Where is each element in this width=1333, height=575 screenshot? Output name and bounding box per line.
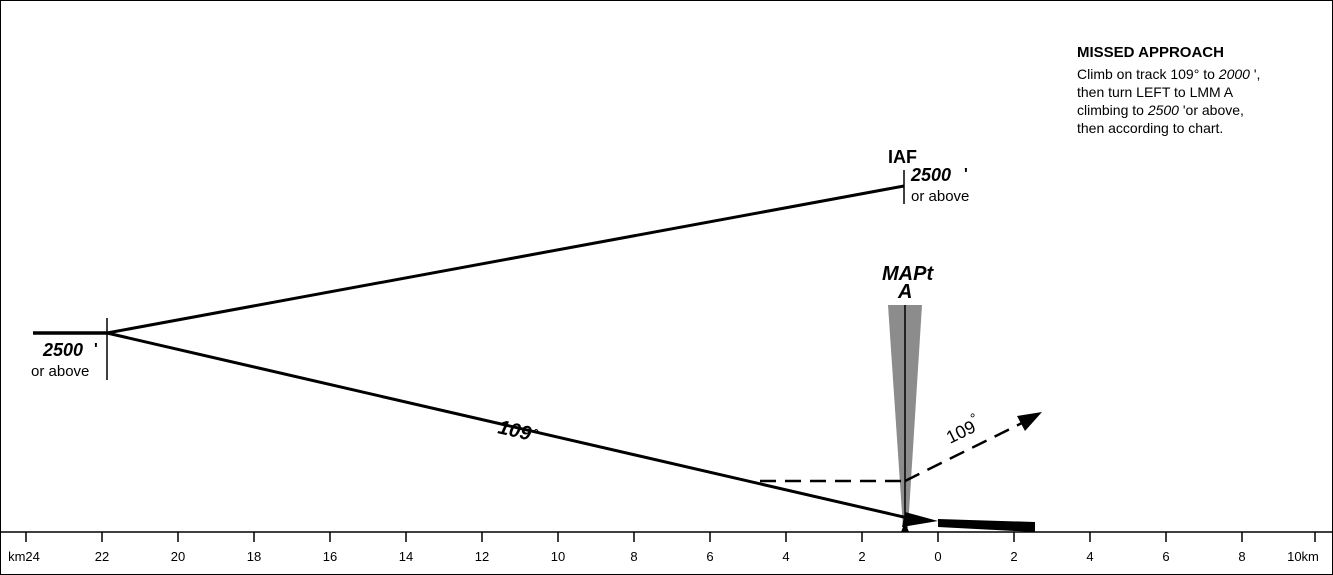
runway [938,519,1035,532]
scale-label: 12 [475,549,489,564]
missed-approach-line: then turn LEFT to LMM A [1077,83,1327,101]
initial-fix-or-above: or above [31,363,89,380]
missed-approach-arrowhead [1017,412,1042,431]
inbound-track-unit: ° [531,425,540,442]
scale-label: 2 [858,549,865,564]
missed-line-text: then turn LEFT to LMM A [1077,84,1234,100]
scale-label: 10 [551,549,565,564]
scale-label: 6 [1162,549,1169,564]
scale-label: 20 [171,549,185,564]
scale-label: 22 [95,549,109,564]
scale-label: 18 [247,549,261,564]
scale-label: 6 [706,549,713,564]
iaf-leg [106,184,905,335]
missed-line-altitude: 2000 [1218,66,1250,82]
scale-label: 4 [782,549,789,564]
scale-label: 8 [1238,549,1245,564]
initial-fix-altitude-unit: ' [94,341,98,358]
missed-line-altitude: 2500 [1147,102,1179,118]
missed-line-suffix: ', [1249,66,1261,82]
missed-line-text: Climb on track 109° to [1077,66,1219,82]
scale-label: 8 [630,549,637,564]
missed-line-suffix: 'or above, [1178,102,1244,118]
mapt-sublabel: A [897,281,912,303]
scale-label: 0 [934,549,941,564]
scale-label: 2 [1010,549,1017,564]
mapt-label: MAPt [882,263,934,285]
scale-label: 4 [1086,549,1093,564]
missed-approach-title: MISSED APPROACH [1077,44,1224,61]
inbound-track-line [106,331,909,520]
missed-approach-box: MISSED APPROACH Climb on track 109° to 2… [1077,44,1327,137]
missed-approach-line: Climb on track 109° to 2000 ', [1077,65,1327,83]
iaf-altitude: 2500 [910,165,951,185]
missed-line-text: then according to chart. [1077,120,1224,136]
missed-approach-line: then according to chart. [1077,119,1327,137]
distance-scale: km24 22 20 18 16 14 12 10 8 6 4 2 0 2 4 6 8 10km [0,522,1333,564]
iaf-label: IAF [888,147,917,167]
scale-label-unit-start: km24 [8,549,40,564]
threshold-marker [901,522,909,532]
scale-label: 14 [399,549,413,564]
inbound-track-value: 109 [496,416,534,445]
missed-approach-line: climbing to 2500 'or above, [1077,101,1327,119]
iaf-altitude-unit: ' [964,166,968,183]
inbound-track-arrowhead [902,512,938,527]
iaf-or-above: or above [911,188,969,205]
scale-label-unit-end: 10km [1287,549,1319,564]
missed-approach-dashed-climb [904,421,1023,483]
scale-label: 16 [323,549,337,564]
initial-fix-altitude: 2500 [42,340,83,360]
missed-line-text: climbing to [1077,102,1148,118]
